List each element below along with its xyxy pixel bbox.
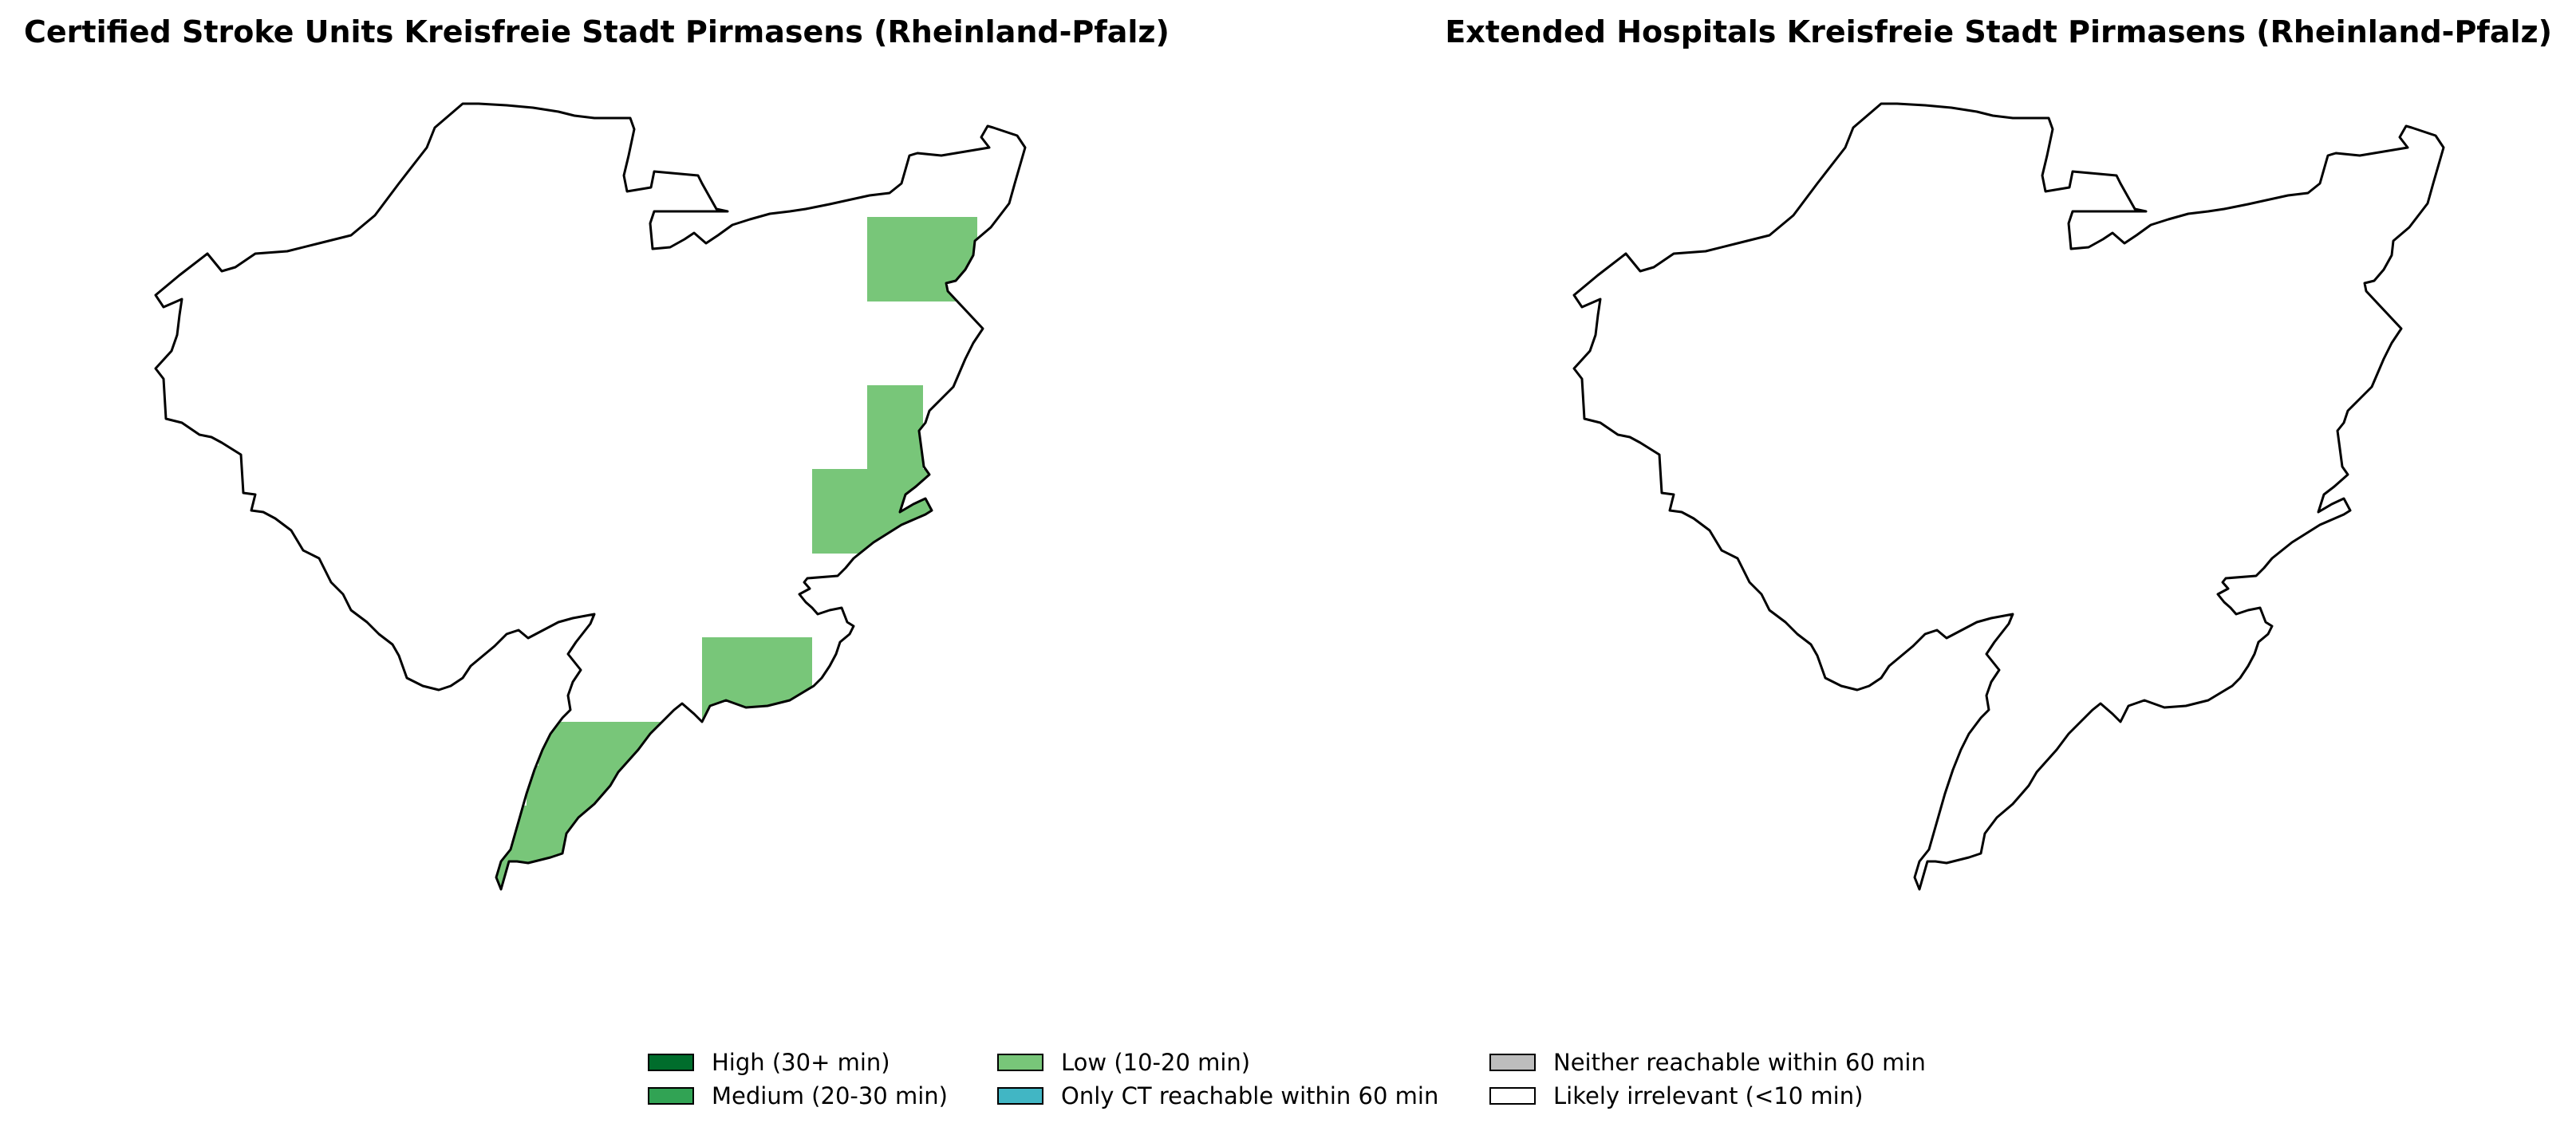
- low-zone-cell: [867, 217, 977, 301]
- legend-swatch: [997, 1054, 1043, 1071]
- legend-label: High (30+ min): [712, 1049, 890, 1076]
- legend-label: Likely irrelevant (<10 min): [1553, 1082, 1864, 1109]
- map-title-stroke-units: Certified Stroke Units Kreisfreie Stadt …: [24, 14, 1170, 49]
- legend-swatch: [1489, 1054, 1536, 1071]
- low-zone-cell: [702, 637, 812, 722]
- map-stroke-units: [154, 102, 1027, 891]
- low-zone-cells: [479, 217, 977, 889]
- map-extended-hospitals: [1572, 102, 2445, 891]
- legend-swatch: [1489, 1087, 1536, 1105]
- legend-swatch: [648, 1087, 694, 1105]
- legend-label: Only CT reachable within 60 min: [1061, 1082, 1439, 1109]
- legend-label: Medium (20-30 min): [712, 1082, 948, 1109]
- low-zone-cell: [867, 385, 923, 471]
- legend-label: Low (10-20 min): [1061, 1049, 1251, 1076]
- low-zone-cell: [527, 766, 574, 814]
- legend-swatch: [648, 1054, 694, 1071]
- legend-swatch: [997, 1087, 1043, 1105]
- low-zone-cell: [479, 806, 590, 889]
- pirmasens-boundary: [1572, 102, 2445, 891]
- legend-label: Neither reachable within 60 min: [1553, 1049, 1926, 1076]
- map-title-extended-hospitals: Extended Hospitals Kreisfreie Stadt Pirm…: [1445, 14, 2552, 49]
